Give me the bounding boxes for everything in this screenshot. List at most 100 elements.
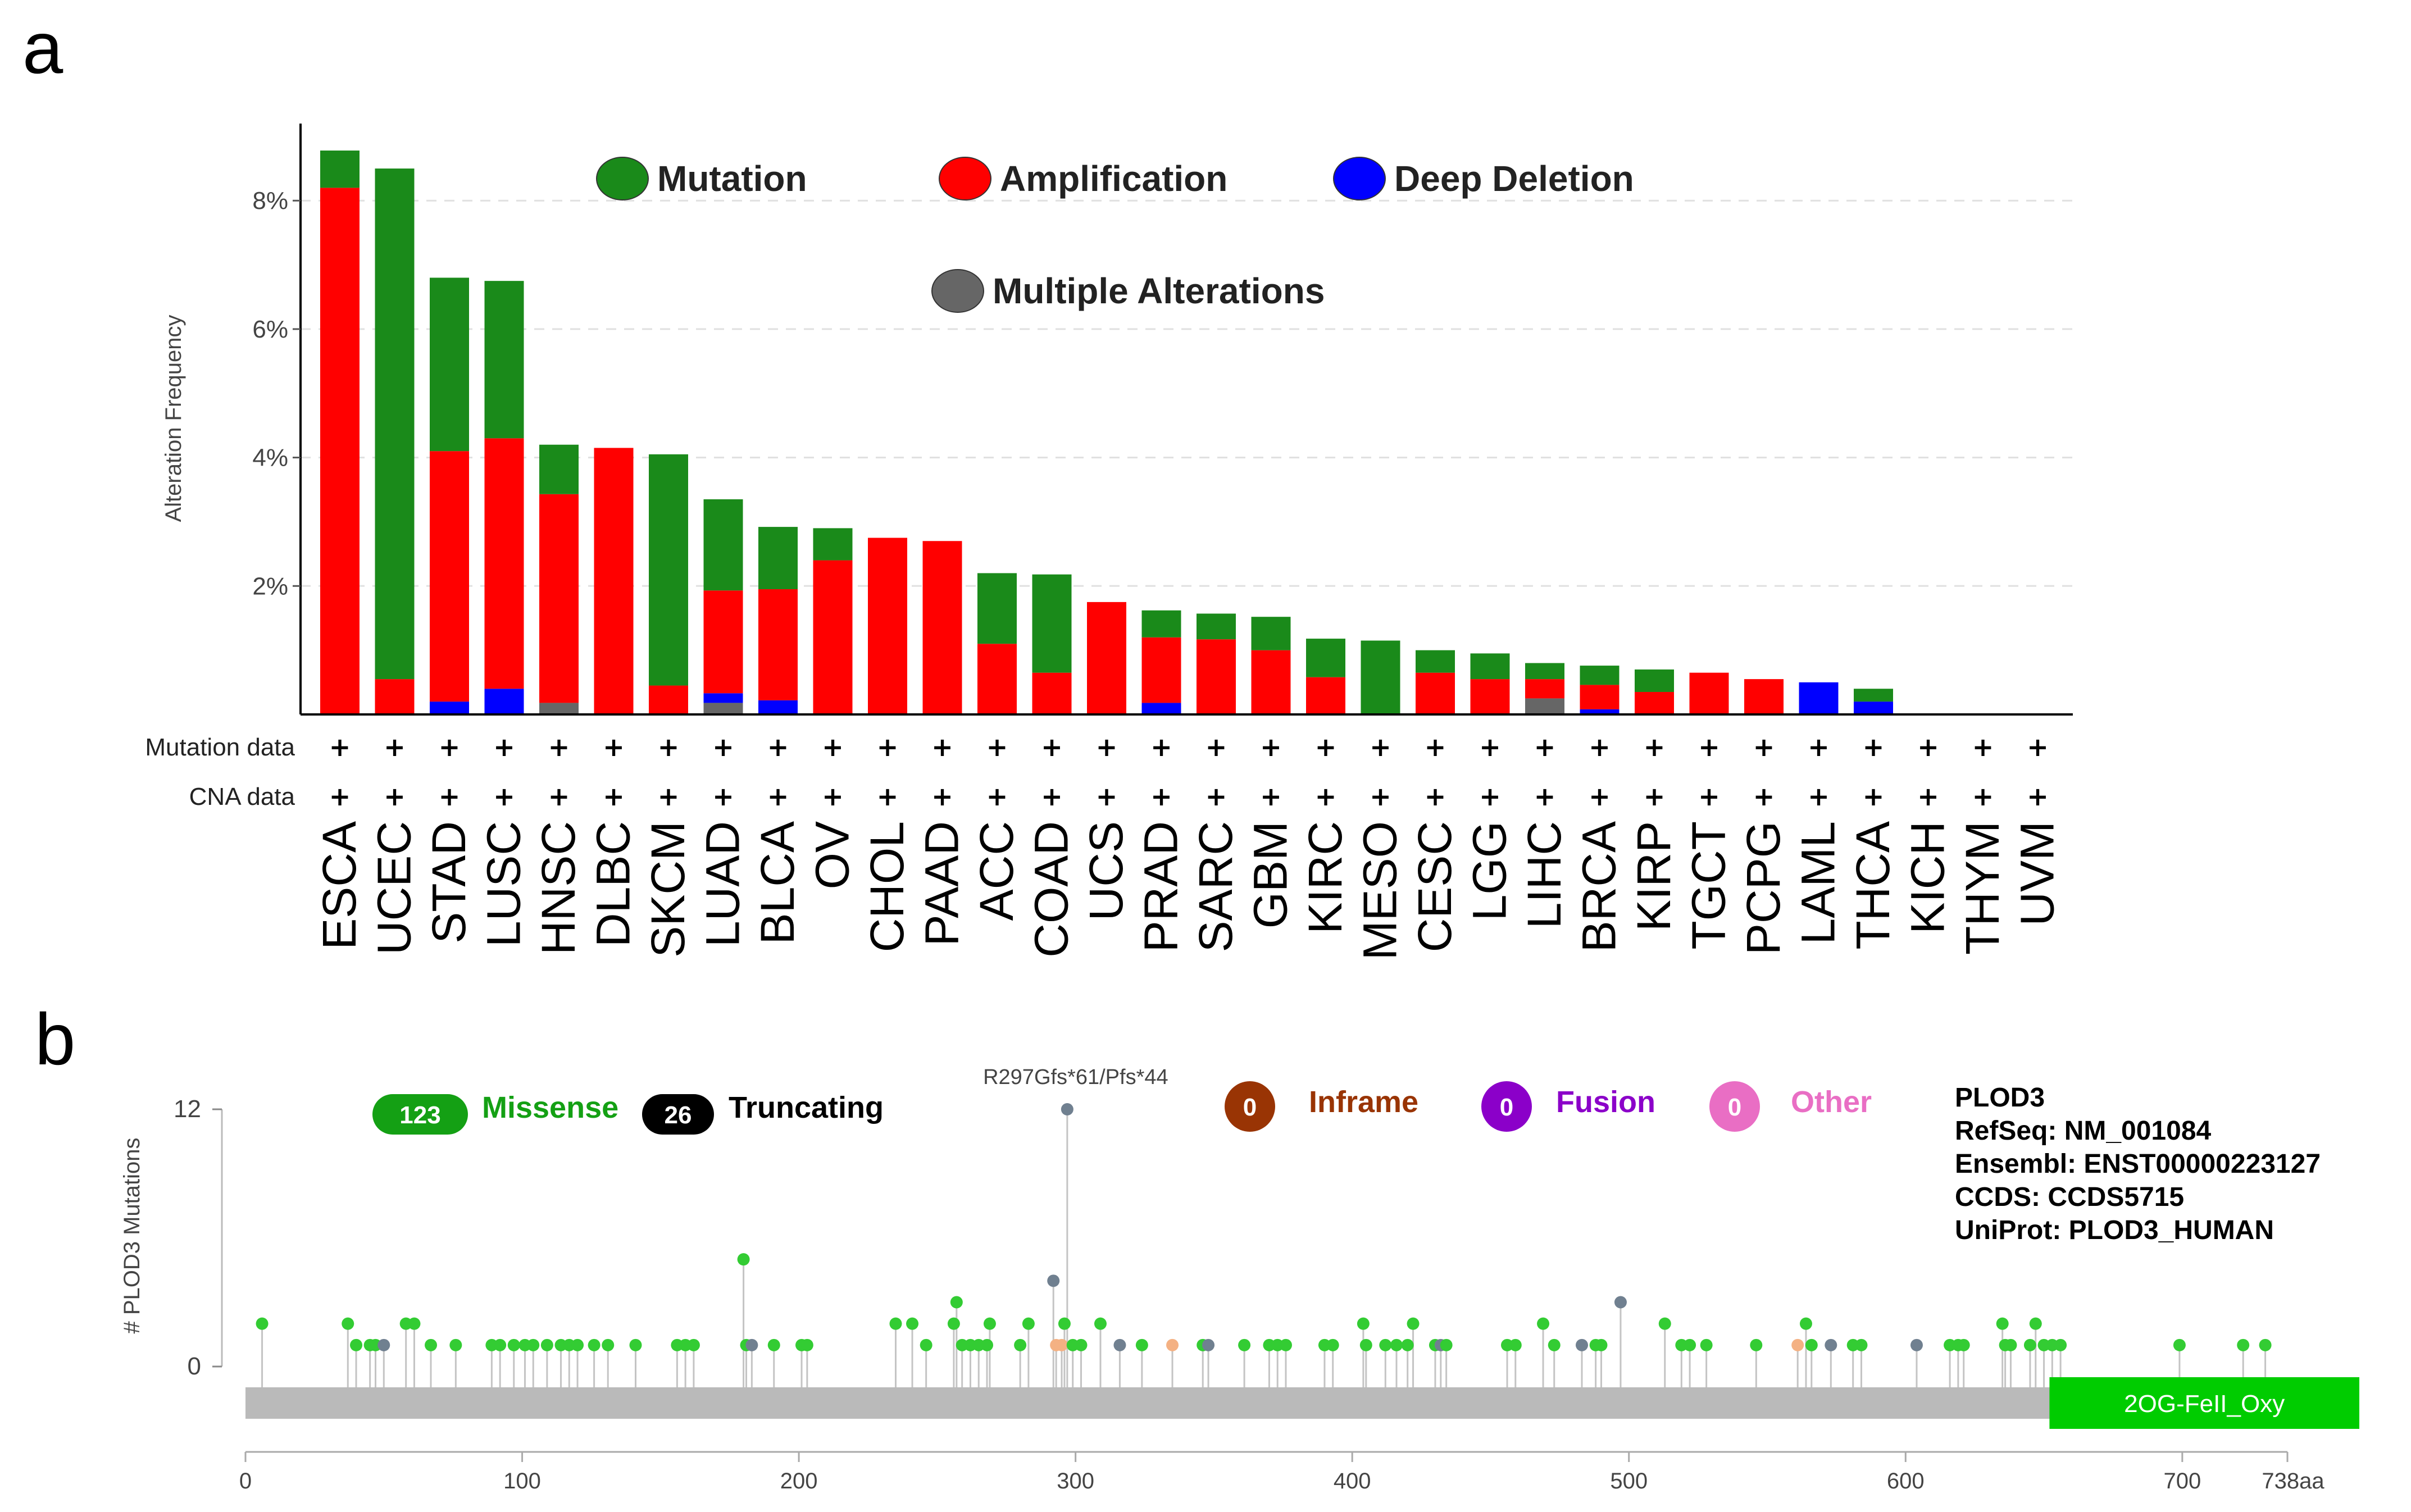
b-mutation-point [1684,1338,1696,1351]
b-mutation-point [1359,1338,1372,1351]
b-mutation-point [920,1338,932,1351]
a-category-label: HNSC [532,821,585,955]
a-category-label: LIHC [1518,821,1571,928]
a-row-marker: + [439,781,461,812]
a-row-marker: + [931,781,953,812]
b-legend-label: Missense [482,1091,618,1124]
b-mutation-point [1614,1296,1627,1309]
a-bar-ucs-amplification [1087,602,1126,714]
a-bar-lihc-multiple [1525,698,1564,714]
a-bar-luad-amplification [703,590,743,694]
a-bar-skcm-mutation [649,454,688,686]
a-legend-label: Mutation [657,158,807,199]
a-category-label: BRCA [1573,821,1626,952]
b-info-line: CCDS: CCDS5715 [1955,1182,2184,1212]
b-mutation-point [1094,1317,1107,1330]
a-bar-hnsc-amplification [539,494,579,703]
a-category-label: KICH [1901,821,1954,934]
a-category-label: UVM [2011,821,2064,926]
b-mutation-point [1279,1338,1292,1351]
a-row-marker: + [1644,732,1666,762]
a-category-label: COAD [1025,821,1078,958]
a-row-marker: + [493,781,515,812]
a-y-axis-label: Alteration Frequency [161,315,186,522]
a-bar-hnsc-multiple [539,703,579,714]
a-category-label: DLBC [587,821,640,947]
a-bar-blca-deep_deletion [758,700,798,714]
b-mutation-point [1061,1103,1073,1115]
a-bar-lusc-mutation [484,281,524,439]
b-mutation-point [571,1338,584,1351]
b-mutation-point [1957,1338,1970,1351]
b-mutation-point [1022,1317,1035,1330]
a-row-marker: + [1425,732,1446,762]
a-bar-laml-deep_deletion [1799,682,1839,714]
b-mutation-point [2237,1338,2250,1351]
a-category-label: LGG [1463,821,1516,921]
a-category-label: SARC [1189,821,1242,952]
b-legend-label: Fusion [1556,1085,1655,1119]
a-bar-cesc-mutation [1416,650,1455,673]
a-category-label: BLCA [751,821,804,944]
a-legend: Mutation Amplification Deep Deletion Multip… [596,157,1634,313]
a-row-marker: + [1206,732,1227,762]
b-mutation-point [507,1338,520,1351]
b-mutation-point [1509,1338,1522,1351]
a-bar-luad-deep_deletion [703,693,743,703]
a-row-marker: + [1917,781,1939,812]
a-row-label: Mutation data [145,734,295,761]
a-bar-blca-mutation [758,527,798,590]
a-row-marker: + [1698,732,1720,762]
a-bar-blca-amplification [758,589,798,700]
a-legend-label: Deep Deletion [1394,158,1634,199]
a-data-rows: Mutation data + + + + + + + + + + + + + + + + + + + + + + + + + + +… [145,732,2048,812]
a-row-marker: + [658,732,680,762]
a-category-label: PRAD [1135,821,1188,952]
a-bar-ucec-mutation [375,168,415,680]
a-bar-ov-amplification [813,560,853,714]
b-mutation-point [2023,1338,2036,1351]
b-mutation-point [629,1338,642,1351]
b-xtick-label: 600 [1887,1469,1925,1493]
a-row-marker: + [329,781,351,812]
a-bar-brca-mutation [1580,666,1620,685]
a-row-marker: + [822,732,844,762]
a-row-marker: + [2027,732,2049,762]
b-mutation-point [1700,1338,1713,1351]
a-row-marker: + [1260,732,1282,762]
a-bar-brca-amplification [1580,685,1620,709]
a-row-marker: + [1479,732,1501,762]
a-row-marker: + [1150,732,1172,762]
b-info-line: PLOD3 [1955,1083,2045,1113]
b-mutation-point [449,1338,462,1351]
b-mutation-point [1855,1338,1868,1351]
b-mutation-point [588,1338,601,1351]
b-mutation-point [1537,1317,1550,1330]
b-mutation-point [1401,1338,1414,1351]
b-protein-backbone [245,1387,2287,1419]
a-bar-acc-amplification [977,644,1017,714]
b-mutation-point [2173,1338,2186,1351]
a-category-label: KIRP [1627,821,1680,931]
b-xtick-label: 100 [503,1469,541,1493]
a-axes [299,124,2073,716]
a-category-label: UCEC [368,821,421,955]
a-row-marker: + [877,781,899,812]
b-protein-track: 2OG-FeII_Oxy [245,1377,2359,1429]
b-mutation-point [1791,1338,1804,1351]
a-row-marker: + [603,781,625,812]
a-bar-prad-amplification [1141,637,1181,703]
a-row-marker: + [986,732,1008,762]
b-mutation-point [1595,1338,1608,1351]
a-legend-swatch-mutation [596,157,649,201]
a-row-marker: + [2027,781,2049,812]
b-xtick-label: 300 [1057,1469,1094,1493]
b-legend-count: 123 [399,1101,440,1129]
panel-a-chart: 2% 4% 6% 8% Alteration Frequency Mutation Am… [145,124,2073,960]
a-row-marker: + [1534,781,1556,812]
a-bar-kirc-amplification [1306,677,1345,714]
a-row-label: CNA data [189,783,295,810]
a-row-marker: + [493,732,515,762]
b-mutation-point [2029,1317,2042,1330]
a-category-label: GBM [1244,821,1297,928]
